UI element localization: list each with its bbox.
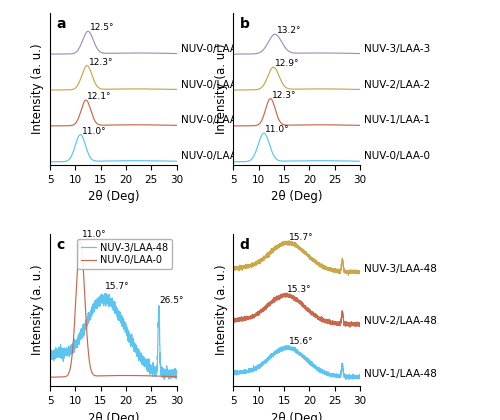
- Text: NUV-2/LAA-2: NUV-2/LAA-2: [364, 80, 430, 90]
- NUV-3/LAA-48: [162, 377, 168, 382]
- NUV-0/LAA-0: [50, 375, 56, 380]
- Y-axis label: Intensity (a. u.): Intensity (a. u.): [215, 44, 228, 134]
- Text: NUV-2/LAA-48: NUV-2/LAA-48: [364, 316, 437, 326]
- X-axis label: 2θ (Deg): 2θ (Deg): [271, 412, 322, 420]
- Line: NUV-3/LAA-48: NUV-3/LAA-48: [50, 293, 176, 379]
- Text: NUV-1/LAA-1: NUV-1/LAA-1: [364, 115, 430, 125]
- Text: 11.0°: 11.0°: [82, 127, 106, 136]
- Text: NUV-1/LAA-48: NUV-1/LAA-48: [364, 369, 437, 378]
- NUV-0/LAA-0: [78, 238, 84, 243]
- NUV-0/LAA-0: [47, 375, 53, 380]
- Text: 15.6°: 15.6°: [288, 337, 314, 346]
- Text: NUV-0/LAA-0: NUV-0/LAA-0: [364, 150, 430, 160]
- Y-axis label: Intensity (a. u.): Intensity (a. u.): [215, 265, 228, 355]
- NUV-0/LAA-0: [174, 374, 180, 379]
- Line: NUV-0/LAA-0: NUV-0/LAA-0: [50, 241, 176, 377]
- Text: c: c: [56, 239, 64, 252]
- Text: a: a: [56, 17, 66, 31]
- Text: 11.0°: 11.0°: [82, 230, 106, 239]
- NUV-3/LAA-48: [96, 302, 102, 307]
- X-axis label: 2θ (Deg): 2θ (Deg): [88, 412, 139, 420]
- NUV-3/LAA-48: [150, 366, 156, 371]
- NUV-3/LAA-48: [160, 375, 166, 380]
- Text: 26.5°: 26.5°: [160, 296, 184, 305]
- Text: 15.7°: 15.7°: [106, 282, 130, 291]
- NUV-3/LAA-48: [156, 325, 162, 330]
- NUV-3/LAA-48: [174, 370, 180, 375]
- NUV-0/LAA-0: [150, 373, 156, 378]
- NUV-3/LAA-48: [47, 352, 53, 357]
- Text: 12.3°: 12.3°: [272, 91, 296, 100]
- Text: NUV-0/LAA-3: NUV-0/LAA-3: [180, 44, 246, 54]
- Text: d: d: [240, 239, 250, 252]
- Text: 12.5°: 12.5°: [90, 24, 114, 32]
- Text: NUV-0/LAA-0: NUV-0/LAA-0: [180, 151, 246, 161]
- NUV-3/LAA-48: [104, 291, 110, 296]
- Text: 15.7°: 15.7°: [289, 233, 314, 241]
- NUV-0/LAA-0: [118, 373, 124, 378]
- Text: 12.1°: 12.1°: [88, 92, 112, 101]
- X-axis label: 2θ (Deg): 2θ (Deg): [88, 190, 139, 203]
- NUV-3/LAA-48: [118, 315, 124, 320]
- Y-axis label: Intensity (a. u.): Intensity (a. u.): [32, 44, 44, 134]
- Text: NUV-3/LAA-3: NUV-3/LAA-3: [364, 45, 430, 55]
- NUV-0/LAA-0: [96, 373, 102, 378]
- Y-axis label: Intensity (a. u.): Intensity (a. u.): [32, 265, 44, 355]
- Text: NUV-0/LAA-1: NUV-0/LAA-1: [180, 115, 246, 125]
- NUV-3/LAA-48: [50, 353, 56, 358]
- Text: NUV-3/LAA-48: NUV-3/LAA-48: [364, 264, 437, 274]
- Text: 12.3°: 12.3°: [88, 58, 113, 67]
- X-axis label: 2θ (Deg): 2θ (Deg): [271, 190, 322, 203]
- NUV-0/LAA-0: [160, 374, 166, 379]
- Text: b: b: [240, 17, 250, 31]
- NUV-0/LAA-0: [156, 373, 162, 378]
- Text: 13.2°: 13.2°: [276, 26, 301, 35]
- Text: 12.9°: 12.9°: [275, 59, 299, 68]
- Text: NUV-0/LAA-2: NUV-0/LAA-2: [180, 79, 246, 89]
- Text: 15.3°: 15.3°: [287, 285, 312, 294]
- Text: 11.0°: 11.0°: [266, 125, 290, 134]
- Legend: NUV-3/LAA-48, NUV-0/LAA-0: NUV-3/LAA-48, NUV-0/LAA-0: [78, 239, 172, 269]
